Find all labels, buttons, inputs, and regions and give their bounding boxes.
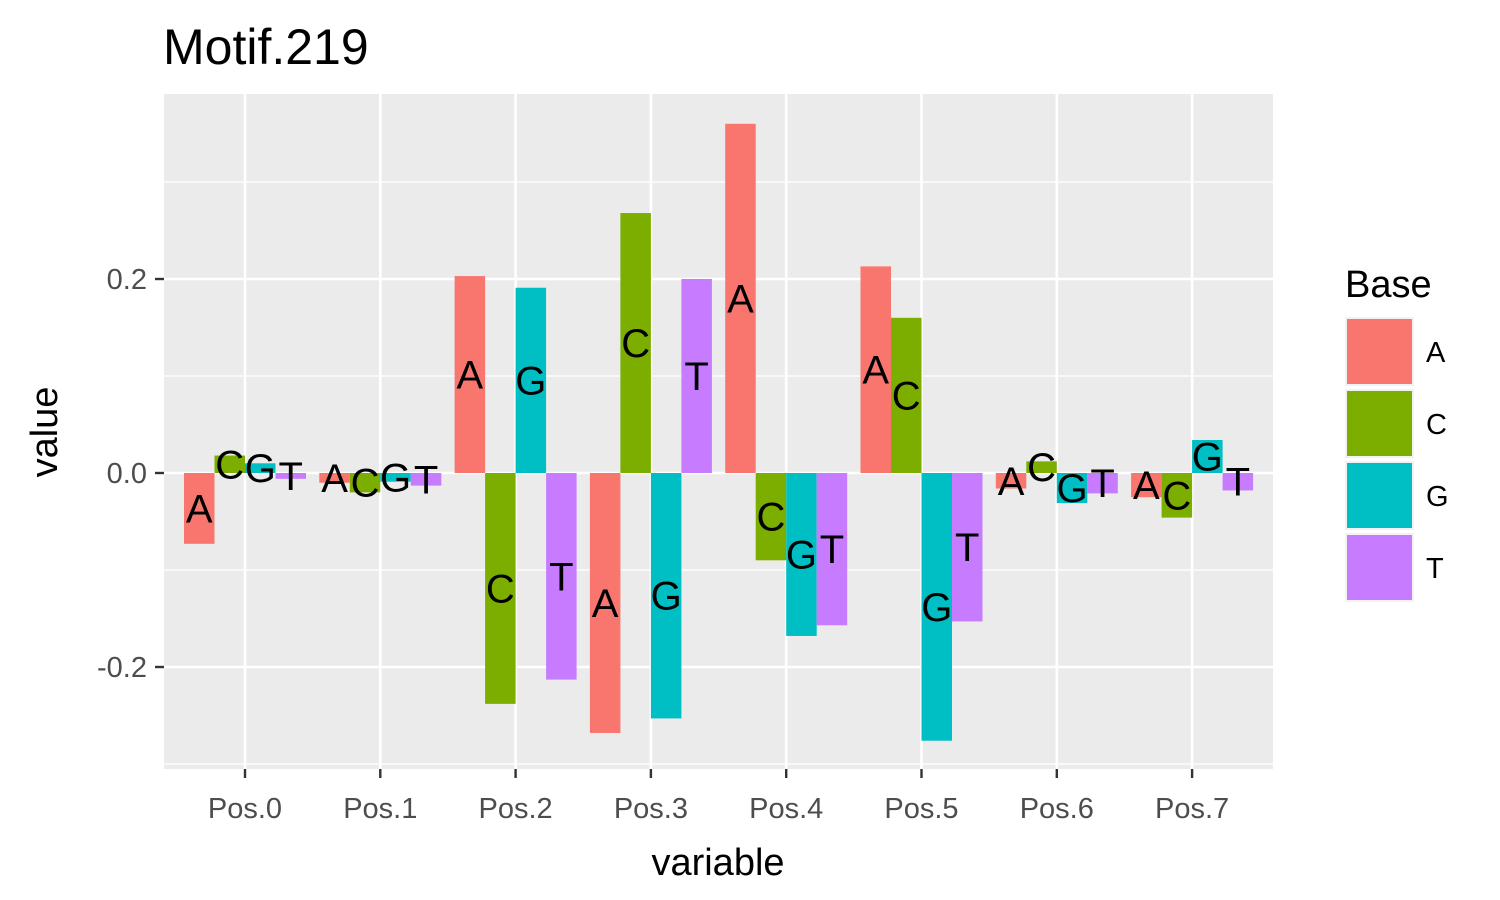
x-tick-label: Pos.2: [479, 793, 553, 825]
bar-a-pos-1: [319, 473, 350, 483]
bar-label-g-pos-4: G: [786, 533, 817, 577]
bar-c-pos-6: [1026, 461, 1057, 473]
bar-label-a-pos-6: A: [998, 460, 1025, 504]
legend-label-c: C: [1426, 409, 1447, 441]
bar-t-pos-1: [410, 473, 442, 486]
bar-a-pos-3: [589, 473, 621, 733]
bar-label-c-pos-2: C: [486, 567, 515, 611]
bar-a-pos-5: [860, 266, 891, 473]
bar-label-a-pos-3: A: [592, 582, 619, 626]
x-tick-label: Pos.7: [1155, 793, 1229, 825]
bar-label-a-pos-0: A: [186, 487, 213, 531]
bar-t-pos-7: [1222, 473, 1254, 491]
x-tick-label: Pos.0: [208, 793, 282, 825]
bar-label-g-pos-6: G: [1056, 467, 1087, 511]
bar-label-t-pos-5: T: [955, 526, 979, 570]
bar-label-t-pos-4: T: [820, 528, 844, 572]
bar-label-c-pos-1: C: [351, 462, 380, 506]
bar-label-g-pos-0: G: [245, 447, 276, 491]
bar-c-pos-5: [891, 317, 922, 473]
x-tick-label: Pos.3: [614, 793, 688, 825]
bar-t-pos-2: [546, 473, 577, 680]
bar-c-pos-1: [349, 473, 381, 493]
legend-title: Base: [1345, 264, 1432, 306]
bar-label-t-pos-3: T: [684, 355, 708, 399]
legend-swatch-t: [1347, 535, 1412, 600]
bar-label-t-pos-7: T: [1226, 461, 1250, 505]
bar-t-pos-0: [275, 473, 306, 479]
bar-a-pos-7: [1131, 473, 1162, 498]
bar-label-g-pos-2: G: [515, 359, 546, 403]
bar-label-a-pos-5: A: [862, 349, 889, 393]
bar-c-pos-4: [755, 473, 787, 561]
bar-label-a-pos-2: A: [457, 354, 484, 398]
bar-label-c-pos-0: C: [215, 443, 244, 487]
legend-label-a: A: [1426, 337, 1446, 369]
bar-g-pos-6: [1056, 473, 1088, 504]
x-tick-label: Pos.4: [749, 793, 823, 825]
x-axis-title: variable: [651, 842, 784, 884]
bar-c-pos-0: [214, 455, 245, 473]
bar-label-t-pos-6: T: [1090, 462, 1114, 506]
legend-swatch-g: [1347, 463, 1412, 528]
bar-label-c-pos-7: C: [1162, 474, 1191, 518]
bar-g-pos-3: [650, 473, 682, 719]
plot-panel: [164, 94, 1273, 769]
bar-label-c-pos-5: C: [892, 374, 921, 418]
bar-g-pos-1: [380, 473, 411, 482]
bar-c-pos-7: [1161, 473, 1193, 518]
bars: [184, 123, 1254, 741]
x-tick-label: Pos.6: [1020, 793, 1094, 825]
legend-swatch-a: [1347, 319, 1412, 384]
bar-t-pos-3: [681, 279, 712, 473]
bar-g-pos-5: [921, 473, 952, 741]
x-tick-label: Pos.5: [884, 793, 958, 825]
y-axis-title: value: [24, 387, 66, 478]
bar-label-g-pos-5: G: [921, 586, 952, 630]
legend-label-t: T: [1426, 553, 1444, 585]
bar-a-pos-0: [184, 473, 215, 544]
x-tick-label: Pos.1: [343, 793, 417, 825]
y-tick-label: -0.2: [97, 652, 147, 684]
legend-swatch-c: [1347, 391, 1412, 456]
bar-a-pos-2: [454, 276, 486, 473]
bar-label-c-pos-3: C: [621, 322, 650, 366]
bar-t-pos-5: [952, 473, 983, 622]
legend: Base A C G T: [1345, 264, 1449, 602]
chart-title: Motif.219: [163, 19, 369, 75]
bar-g-pos-4: [786, 473, 817, 636]
bar-label-t-pos-1: T: [414, 458, 438, 502]
bar-c-pos-3: [620, 213, 651, 474]
bar-a-pos-6: [995, 473, 1027, 489]
legend-label-g: G: [1426, 481, 1449, 513]
bar-label-g-pos-1: G: [380, 456, 411, 500]
y-tick-label: 0.0: [107, 458, 147, 490]
bar-label-t-pos-2: T: [549, 555, 573, 599]
y-tick-label: 0.2: [107, 264, 147, 296]
bar-t-pos-4: [816, 473, 848, 626]
bar-a-pos-4: [725, 123, 756, 474]
bar-g-pos-2: [515, 287, 547, 473]
bar-label-c-pos-6: C: [1027, 446, 1056, 490]
bar-label-a-pos-7: A: [1133, 464, 1160, 508]
bar-label-c-pos-4: C: [757, 496, 786, 540]
bar-label-a-pos-4: A: [727, 277, 754, 321]
bar-label-g-pos-7: G: [1192, 436, 1223, 480]
bar-label-a-pos-1: A: [321, 457, 348, 501]
bar-g-pos-7: [1192, 440, 1223, 473]
bar-label-t-pos-0: T: [279, 455, 303, 499]
bar-c-pos-2: [485, 473, 516, 704]
bar-t-pos-6: [1087, 473, 1118, 494]
bar-label-g-pos-3: G: [651, 575, 682, 619]
bar-g-pos-0: [245, 463, 276, 473]
axes: -0.2 0.0 0.2 Pos.0 Pos.1 Pos.2 Pos.3 Pos.4 Pos.5…: [97, 264, 1229, 825]
